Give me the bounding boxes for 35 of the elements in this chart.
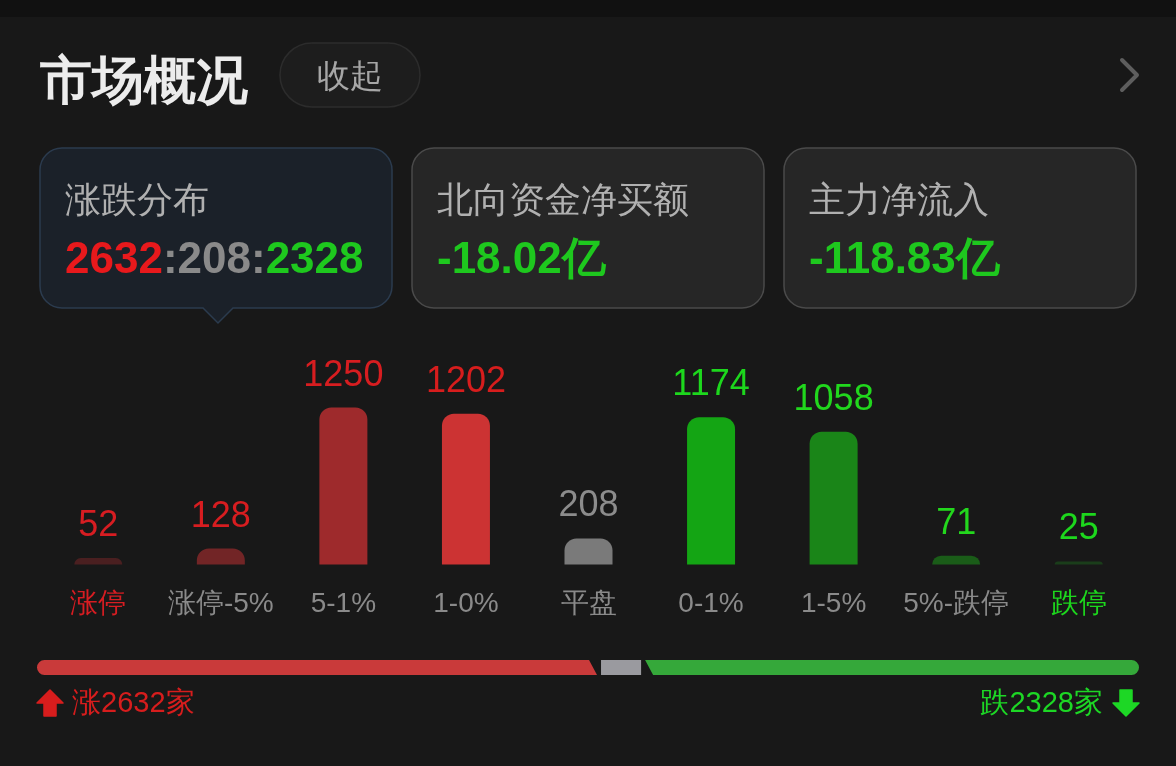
data-label: 1202: [425, 358, 506, 400]
text: 收起: [317, 57, 383, 94]
bar: [319, 407, 368, 565]
text: -18.02亿: [437, 233, 607, 282]
x-tick-label: 涨停-5%: [167, 587, 274, 618]
data-label: 25: [1058, 506, 1099, 548]
x-tick-label: 0-1%: [678, 587, 744, 618]
text: 市场概况: [39, 51, 248, 109]
x-tick-label: 5%-跌停: [903, 587, 1010, 618]
x-tick-label: 1-5%: [800, 587, 867, 618]
data-label: 1058: [793, 376, 874, 418]
data-label: 52: [78, 503, 119, 545]
x-tick-label: 5-1%: [310, 587, 377, 618]
x-tick-label: 涨停: [70, 587, 127, 618]
text: -118.83亿: [809, 233, 1001, 282]
bar: [441, 413, 490, 565]
x-tick-label: 平盘: [560, 587, 617, 618]
data-label: 128: [190, 493, 251, 535]
text: 涨跌分布: [65, 179, 209, 220]
text: 主力净流入: [809, 179, 989, 220]
text: 跌2328家: [980, 686, 1103, 718]
data-label: 1250: [303, 352, 384, 394]
data-label: 208: [558, 483, 619, 525]
text: 涨2632家: [72, 686, 195, 718]
x-tick-label: 1-0%: [433, 587, 499, 618]
bar: [74, 558, 123, 565]
x-tick-label: 跌停: [1050, 587, 1107, 618]
bar: [1054, 561, 1103, 565]
bar: [809, 431, 858, 565]
data-label: 71: [936, 500, 977, 542]
bar: [564, 538, 613, 565]
text: 2632:208:2328: [65, 233, 364, 282]
data-label: 1174: [672, 362, 750, 404]
text: 北向资金净买额: [437, 179, 689, 220]
bar: [687, 417, 736, 565]
